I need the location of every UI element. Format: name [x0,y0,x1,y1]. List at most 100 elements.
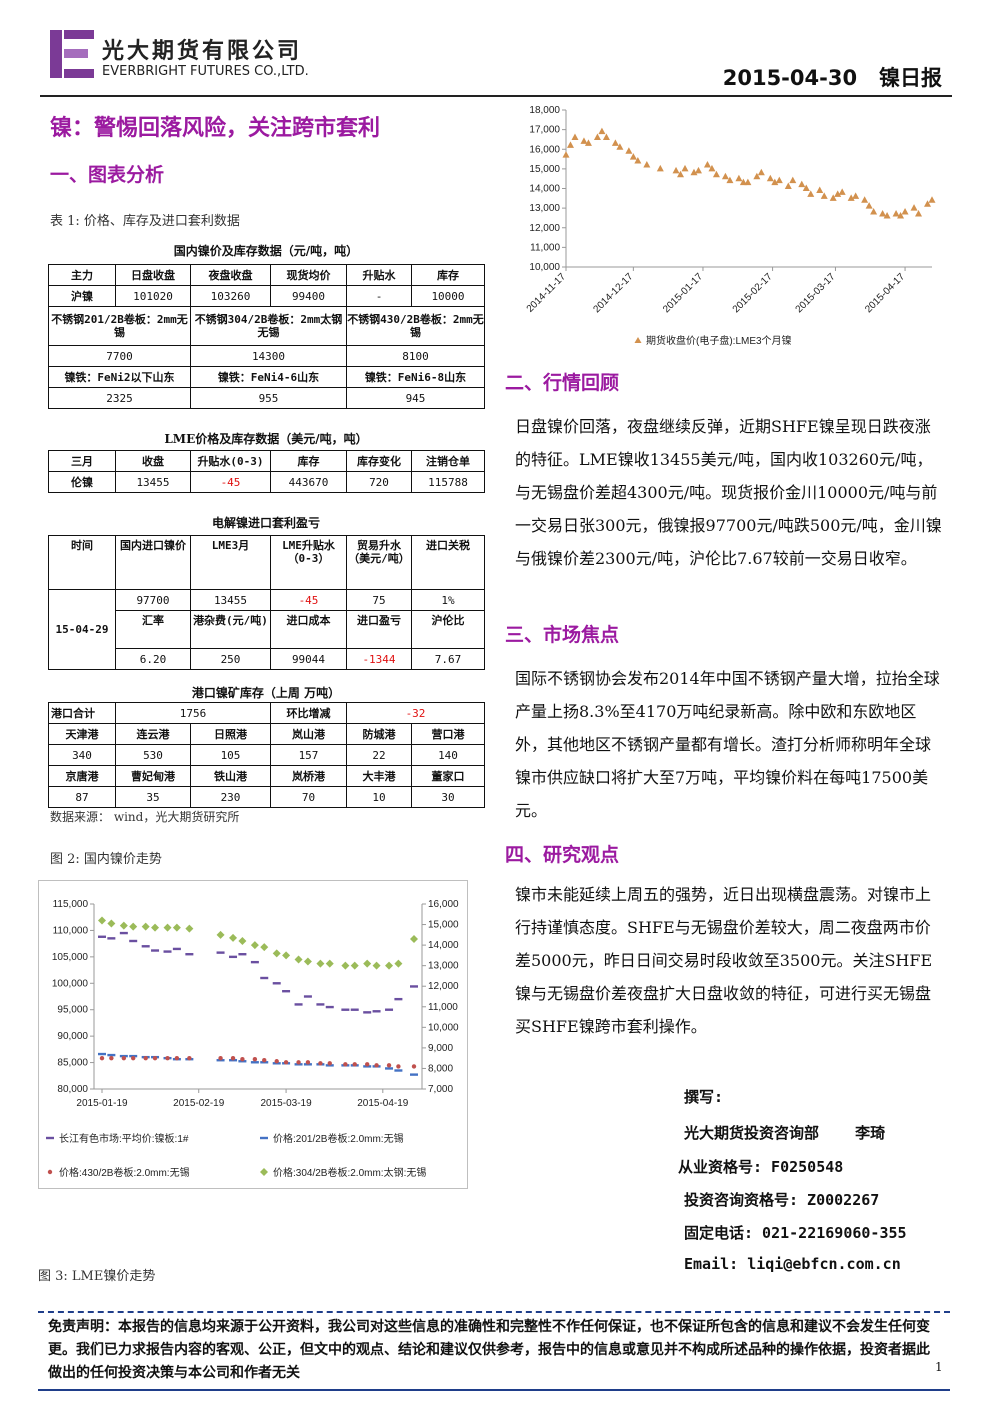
lme-table-title: LME价格及库存数据（美元/吨，吨） [164,432,368,446]
data-point [798,180,806,188]
table-cell: 不锈钢201/2B卷板：2mm无锡 [48,306,191,346]
data-point [240,1056,245,1062]
data-point [283,1060,289,1065]
table-header-cell: 日盘收盘 [115,264,191,286]
author-phone: 固定电话: 021-22169060-355 [684,1224,907,1242]
table-header-cell: 时间 [48,535,116,590]
data-point [396,1064,401,1069]
data-point [141,945,150,948]
author-consult-license: 投资咨询资格号: Z0002267 [684,1191,880,1209]
table-header-cell: 汇率 [115,610,191,649]
table-cell-date: 15-04-29 [48,589,116,670]
data-point [775,176,783,184]
table-cell: 7700 [48,345,191,367]
data-point [656,164,664,172]
data-point [303,995,312,998]
table-cell: 30 [411,786,485,808]
table-header-cell: 收盘 [115,450,191,472]
data-point [343,1062,348,1067]
data-point [757,168,765,176]
figure2-caption: 图 2: 国内镍价走势 [50,852,162,867]
legend-marker [47,1169,53,1175]
y-tick-label: 10,000 [529,262,560,273]
data-point [325,959,334,968]
table-header-cell: 国内进口镍价 [115,535,191,590]
y-tick-label-left: 105,000 [52,952,89,963]
data-point [611,139,619,146]
y-tick-label: 17,000 [529,125,560,136]
data-point [694,166,702,174]
table-cell: 镍铁：FeNi4-6山东 [190,366,347,388]
table-cell: 250 [190,648,271,670]
table-row: 镍铁：FeNi2以下山东 镍铁：FeNi4-6山东 镍铁：FeNi6-8山东 [48,366,485,388]
table-header-cell: 曹妃甸港 [115,765,191,787]
company-name-cn: 光大期货有限公司 [102,39,303,64]
data-point [305,1060,311,1065]
disclaimer-text: 免责声明：本报告的信息均来源于公开资料，我公司对这些信息的准确性和完整性不作任何… [48,1319,930,1381]
table-header-cell: 现货均价 [270,264,347,286]
data-point [703,160,711,168]
data-point [172,947,181,951]
table-cell: 沪镍 [48,285,116,307]
y-tick-label-right: 8,000 [428,1063,453,1074]
data-point [98,1052,106,1056]
table-row: 港口合计 1756 环比增减 -32 [48,702,485,724]
y-tick-label: 16,000 [529,144,560,155]
legend-marker [634,337,642,343]
table-header-cell: 进口关税 [411,535,485,590]
port-table-title: 港口镍矿库存（上周 万吨） [191,686,341,700]
data-point [411,1064,417,1069]
data-point [350,1008,359,1011]
figure3-caption: 图 3: LME镍价走势 [38,1269,156,1284]
data-point [272,949,281,958]
table-cell: 720 [346,471,412,493]
y-tick-label-left: 110,000 [53,925,89,936]
table-cell: 港口合计 [48,702,116,724]
data-point [802,184,810,191]
data-point [410,985,418,988]
disclaimer-box: 免责声明：本报告的信息均来源于公开资料，我公司对这些信息的准确性和完整性不作任何… [38,1311,950,1391]
data-point [385,1008,394,1011]
data-point [838,188,846,195]
table-row: 340 530 105 157 22 140 [48,744,485,766]
main-title: 镍：警惕回落风险，关注跨市套利 [50,116,381,141]
data-point [250,941,259,950]
table-cell: 97700 [115,589,191,611]
table-cell-negative: -1344 [346,648,412,670]
table-cell: 环比增减 [270,702,347,724]
data-point [250,960,259,964]
author-email[interactable]: Email: liqi@ebfcn.com.cn [684,1255,901,1273]
y-tick-label-right: 12,000 [428,981,459,992]
data-point [892,210,900,217]
legend-label: 期货收盘价(电子盘):LME3个月镍 [646,334,792,347]
table-header-cell: 升贴水 [346,264,412,286]
table-header-cell: 进口盈亏 [346,610,412,649]
table-cell: 75 [346,589,412,611]
data-point [107,937,116,940]
data-point [910,204,918,211]
table-cell: 6.20 [115,648,191,670]
data-point [394,997,403,1001]
data-point [394,959,403,968]
x-tick-label: 2014-12-17 [592,271,636,315]
table-header-cell: 董家口 [411,765,485,787]
table-header-cell: 大丰港 [346,765,412,787]
y-tick-label-right: 15,000 [428,920,459,931]
page-number: 1 [935,1360,943,1374]
table-cell: 230 [190,786,271,808]
table-cell: - [346,285,412,307]
data-point [107,1053,116,1057]
data-point [363,959,372,968]
table-cell: 10 [346,786,412,808]
data-point [924,200,932,207]
domestic-table-title: 国内镍价及库存数据（元/吨，吨） [173,244,359,258]
data-point [386,1063,392,1068]
table-row: 不锈钢201/2B卷板：2mm无锡 不锈钢304/2B卷板：2mm太钢无锡 不锈… [48,306,485,346]
table-cell-negative: -45 [270,589,347,611]
data-point [580,137,588,144]
data-point [625,147,633,154]
table-cell-negative: -32 [346,702,485,724]
table-cell: 101020 [115,285,191,307]
market-review-text: 日盘镍价回落，夜盘继续反弹，近期SHFE镍呈现日跌夜涨的特征。LME镍收1345… [515,417,942,568]
table-header-row: 三月 收盘 升贴水(0-3) 库存 库存变化 注销仓单 [48,450,485,472]
